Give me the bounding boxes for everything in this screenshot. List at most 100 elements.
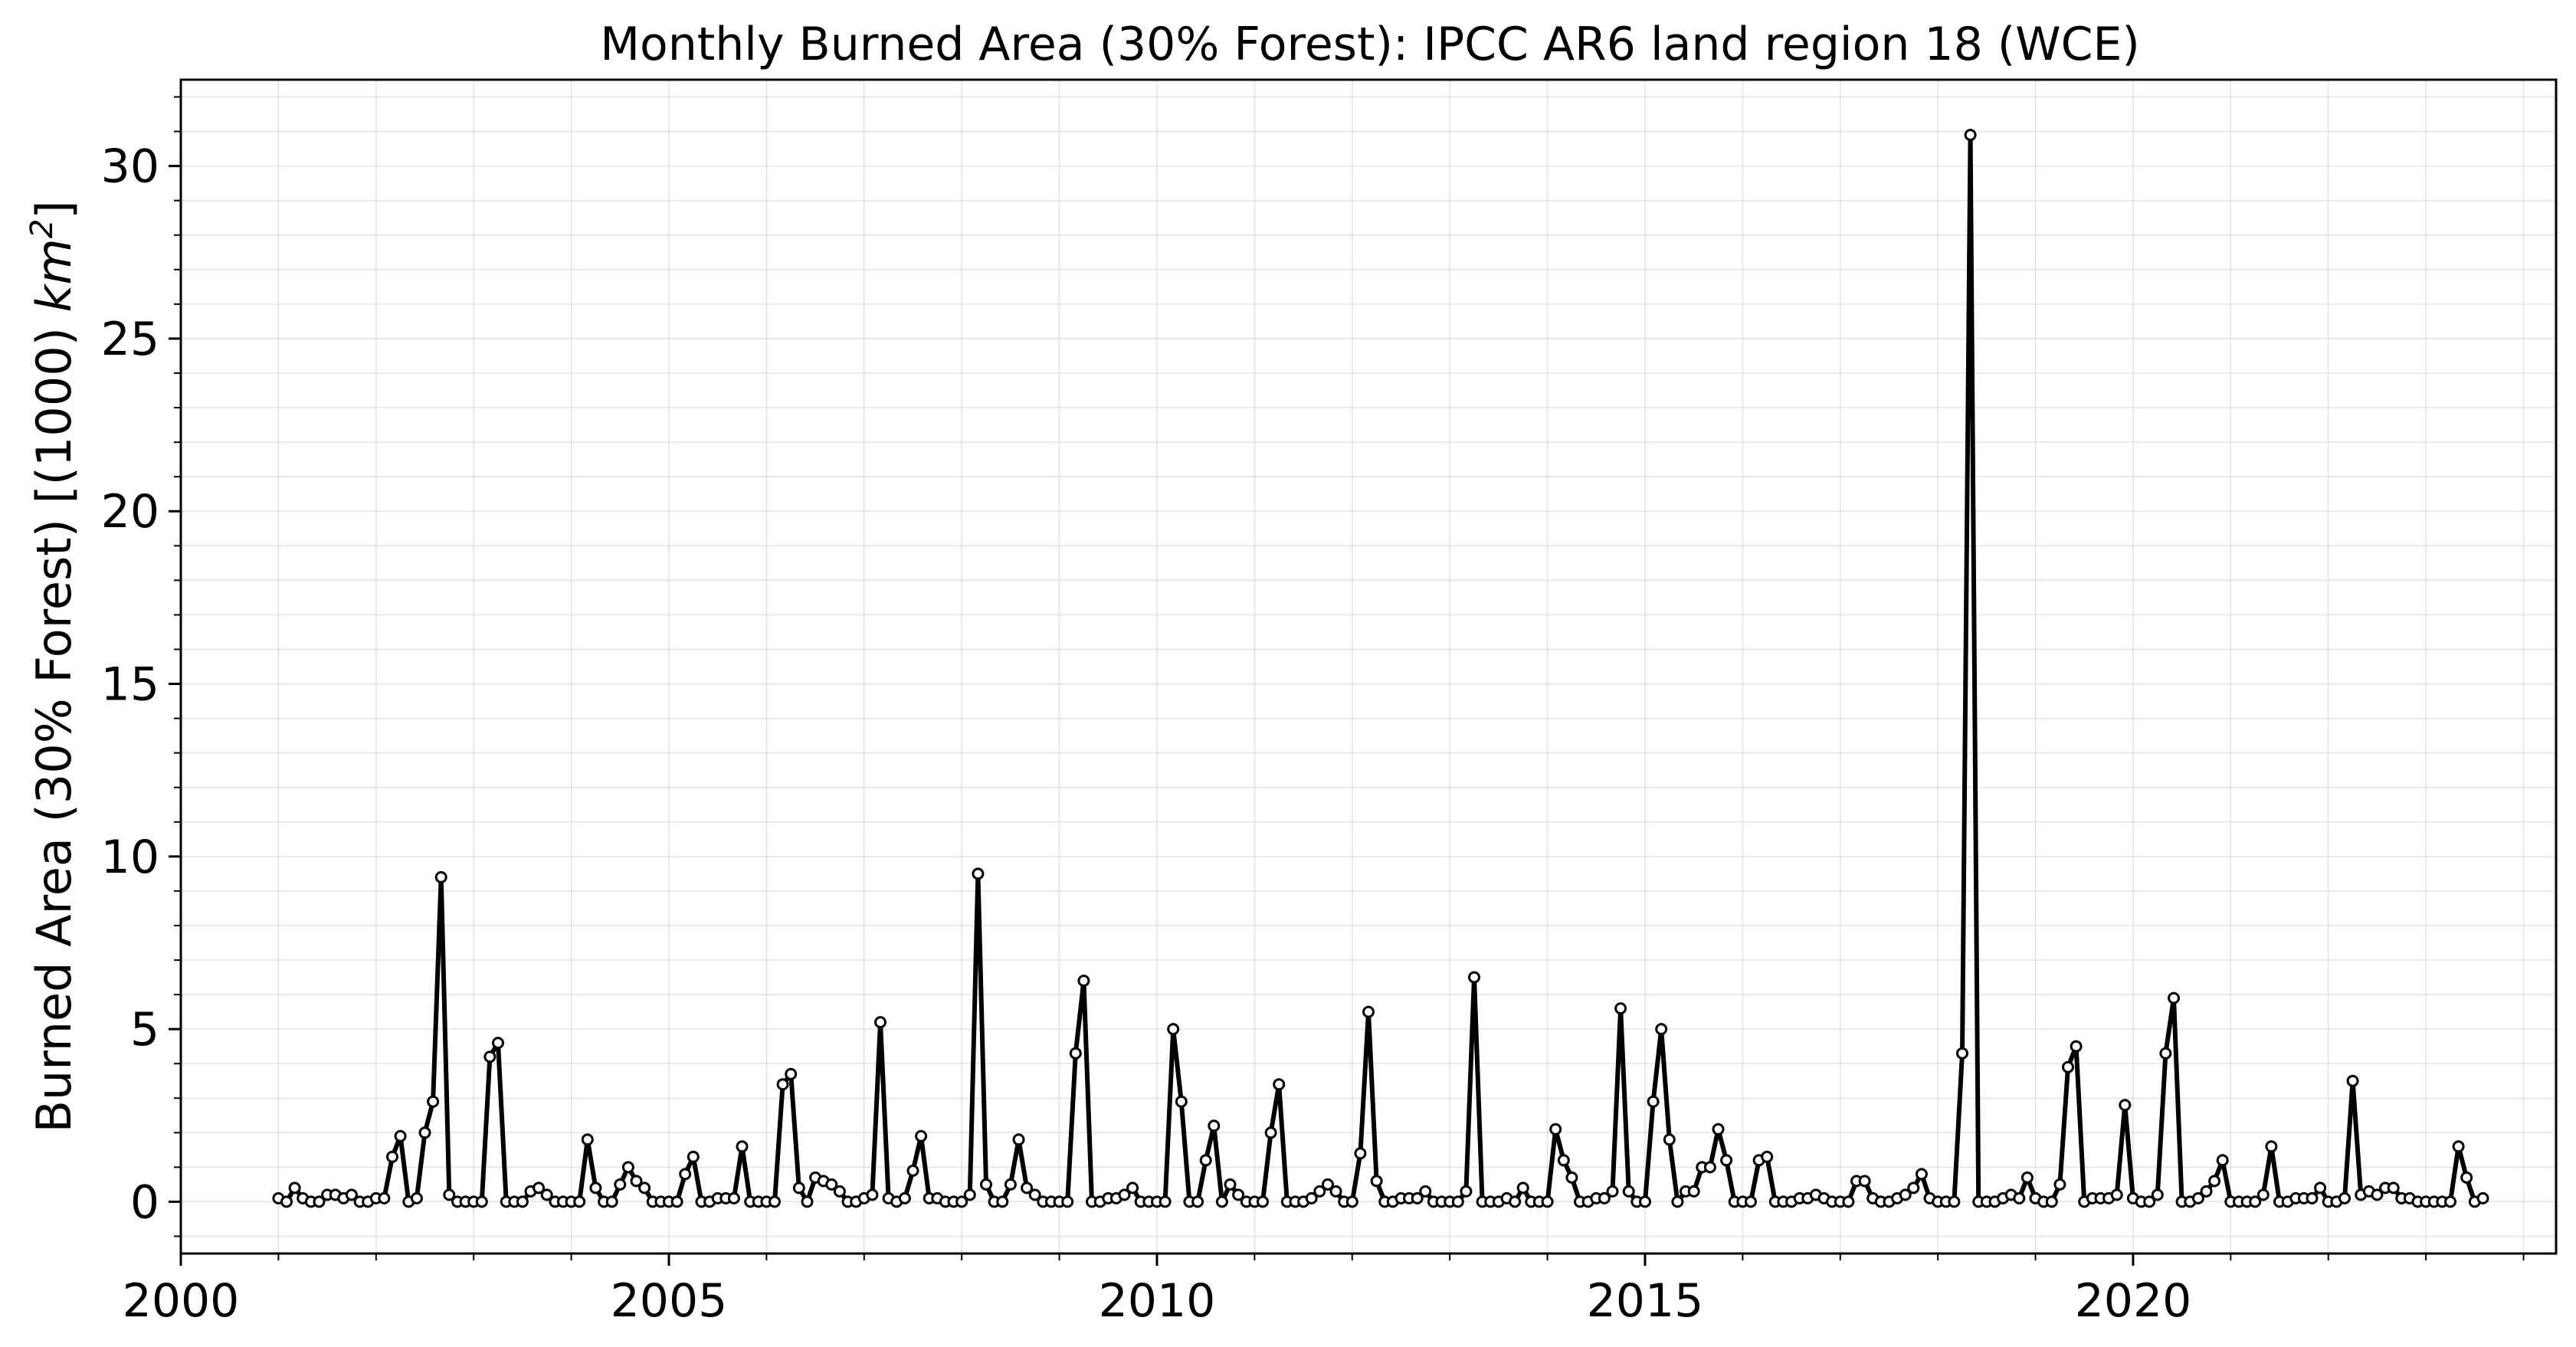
- data-point: [1175, 1095, 1188, 1108]
- y-tick-label: 5: [130, 1003, 159, 1057]
- series-burned-area: [272, 129, 2489, 1208]
- data-point: [1028, 1188, 1041, 1201]
- data-point: [2452, 1140, 2465, 1153]
- data-point: [1305, 1191, 1318, 1204]
- data-point: [1273, 1078, 1286, 1091]
- data-point: [980, 1178, 992, 1191]
- data-point: [589, 1181, 602, 1195]
- data-point: [1329, 1185, 1342, 1198]
- data-point: [2346, 1074, 2359, 1087]
- data-point: [1021, 1181, 1034, 1195]
- data-point: [1345, 1195, 1358, 1208]
- data-point: [533, 1181, 546, 1195]
- data-point: [2053, 1178, 2066, 1191]
- data-point: [1647, 1095, 1660, 1108]
- data-point: [2013, 1191, 2026, 1204]
- data-point: [2070, 1040, 2083, 1053]
- data-point: [1720, 1154, 1733, 1167]
- data-point: [410, 1191, 423, 1204]
- data-point: [621, 1161, 634, 1174]
- data-point: [1061, 1195, 1074, 1208]
- chart-title: Monthly Burned Area (30% Forest): IPCC A…: [600, 18, 2140, 71]
- data-point: [1208, 1119, 1221, 1132]
- data-point: [1948, 1195, 1961, 1208]
- data-point: [288, 1181, 301, 1195]
- data-point: [963, 1188, 976, 1201]
- data-point: [1362, 1005, 1375, 1018]
- data-point: [2143, 1195, 2156, 1208]
- data-point: [1264, 1126, 1277, 1139]
- data-point: [1118, 1188, 1131, 1201]
- data-point: [2062, 1060, 2074, 1073]
- plot-area: [179, 78, 2558, 1255]
- data-point: [792, 1181, 805, 1195]
- data-point: [1069, 1047, 1082, 1060]
- data-point: [874, 1016, 887, 1029]
- data-point: [483, 1050, 497, 1064]
- data-point: [1663, 1133, 1676, 1146]
- data-point: [906, 1164, 919, 1177]
- data-point: [679, 1168, 692, 1181]
- y-axis-label-suffix: ]: [26, 200, 82, 218]
- data-point: [825, 1178, 838, 1191]
- data-point: [1012, 1133, 1025, 1146]
- y-axis-label: Burned Area (30% Forest) [(1000) km2]: [25, 200, 82, 1132]
- y-tick-label: 20: [101, 485, 159, 539]
- data-point: [1761, 1150, 1774, 1163]
- x-tick-label: 2010: [1099, 1274, 1216, 1328]
- data-point: [443, 1188, 456, 1201]
- data-point: [1606, 1185, 1619, 1198]
- data-point: [630, 1175, 643, 1188]
- data-point: [1541, 1195, 1554, 1208]
- data-point: [1703, 1161, 1716, 1174]
- y-tick-label: 25: [101, 313, 159, 366]
- data-point: [769, 1195, 781, 1208]
- data-point: [736, 1140, 749, 1153]
- data-point: [2476, 1191, 2489, 1204]
- data-point: [1964, 129, 1977, 142]
- data-point: [2119, 1099, 2132, 1112]
- data-point: [1232, 1188, 1245, 1201]
- data-point: [2256, 1188, 2270, 1201]
- data-point: [1745, 1195, 1757, 1208]
- data-point: [1224, 1178, 1237, 1191]
- data-point: [1451, 1195, 1464, 1208]
- y-tick-label: 30: [101, 140, 159, 194]
- data-point: [972, 867, 985, 880]
- data-point: [1354, 1147, 1367, 1160]
- data-point: [1460, 1185, 1473, 1198]
- data-point: [2159, 1047, 2172, 1060]
- data-point: [1598, 1191, 1611, 1204]
- data-point: [1858, 1175, 1871, 1188]
- data-point: [1549, 1122, 1562, 1136]
- data-point: [2168, 991, 2180, 1005]
- data-point: [1167, 1023, 1180, 1036]
- data-point: [996, 1195, 1009, 1208]
- data-point: [1956, 1047, 1968, 1060]
- data-point: [2371, 1188, 2384, 1201]
- data-point: [1915, 1168, 1928, 1181]
- data-point: [1077, 975, 1090, 987]
- y-axis-label-unit: km: [26, 238, 82, 312]
- data-point: [540, 1188, 553, 1201]
- data-point: [776, 1078, 789, 1091]
- data-point: [378, 1191, 391, 1204]
- data-point: [475, 1195, 488, 1208]
- data-point: [581, 1133, 594, 1146]
- data-point: [638, 1181, 651, 1195]
- data-point: [516, 1195, 529, 1208]
- data-point: [1411, 1191, 1424, 1204]
- data-point: [345, 1188, 358, 1201]
- data-point: [2110, 1188, 2123, 1201]
- data-point: [394, 1129, 407, 1142]
- y-axis-label-prefix: Burned Area (30% Forest) [(1000): [26, 312, 82, 1132]
- data-point: [1516, 1181, 1529, 1195]
- y-axis-label-exponent: 2: [25, 219, 60, 238]
- x-tick-label: 2005: [611, 1274, 728, 1328]
- data-point: [492, 1037, 504, 1050]
- data-point: [614, 1178, 627, 1191]
- y-tick-label: 0: [130, 1175, 159, 1229]
- x-tick-label: 2015: [1587, 1274, 1704, 1328]
- data-point: [2249, 1195, 2262, 1208]
- x-axis-tick-labels: 2000 2005 2010 2015 2020: [123, 1274, 2192, 1328]
